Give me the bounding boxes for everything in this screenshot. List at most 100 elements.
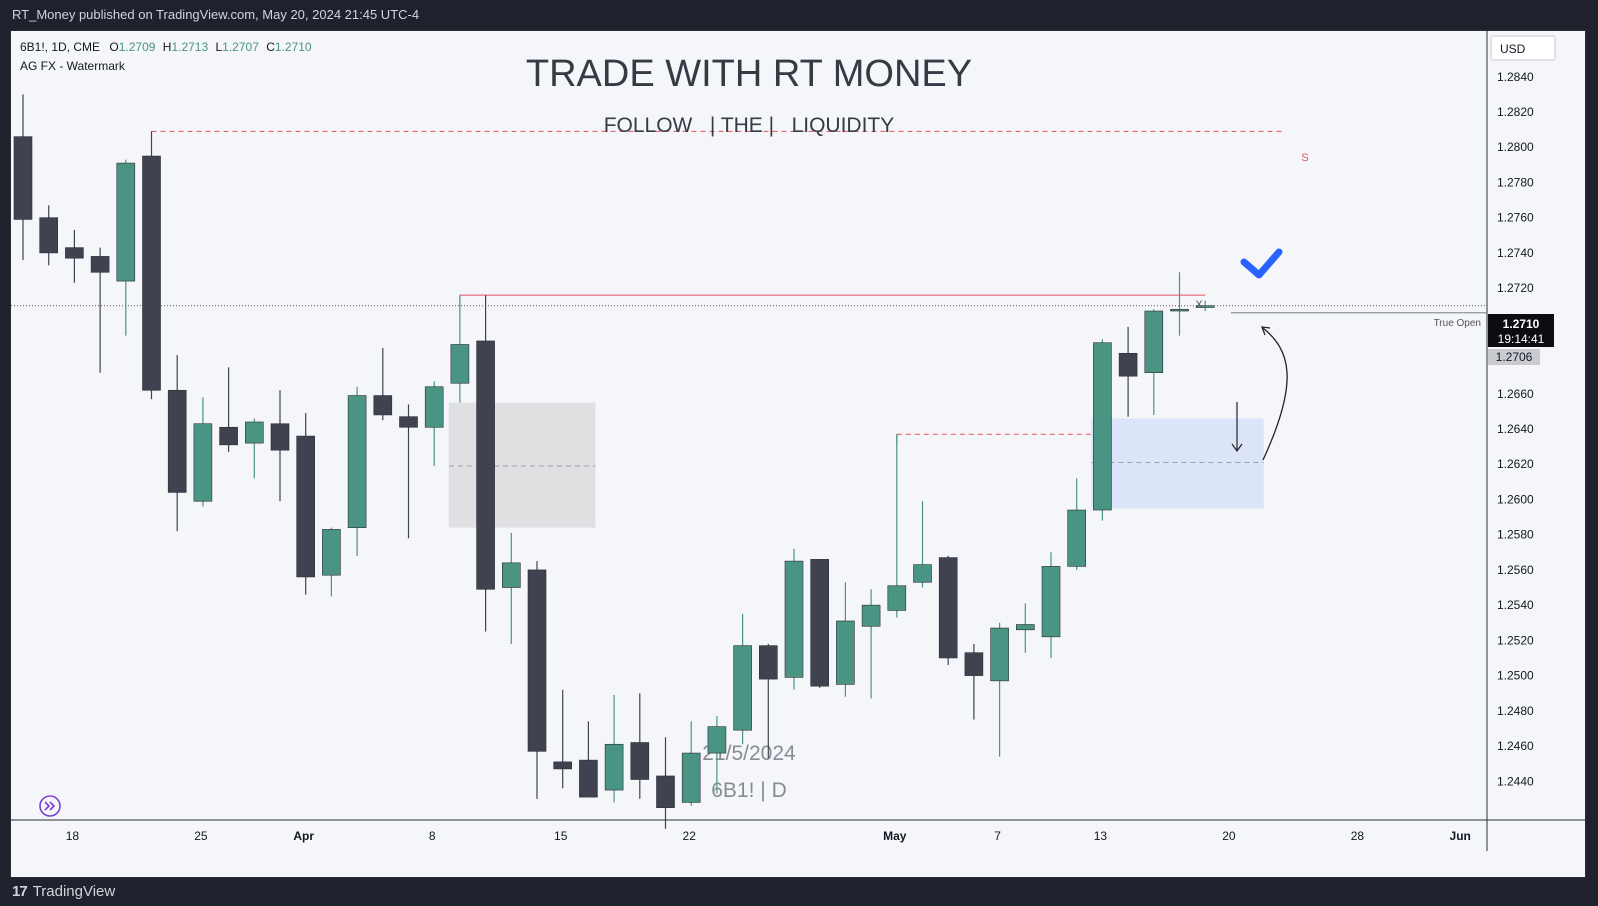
- price-tick: 1.2500: [1497, 669, 1534, 683]
- blue-demand-zone: [1091, 418, 1264, 509]
- candle: [399, 404, 418, 539]
- price-tick: 1.2480: [1497, 704, 1534, 718]
- time-tick: 8: [429, 829, 436, 843]
- last-price-badge: 1.2710 19:14:41: [1488, 314, 1554, 347]
- price-tick: 1.2740: [1497, 246, 1534, 260]
- price-axis-bg[interactable]: [1487, 31, 1585, 820]
- down-arrow-icon: [1231, 402, 1243, 453]
- checkmark-icon: [1240, 248, 1283, 279]
- price-tick: 1.2620: [1497, 457, 1534, 471]
- candle: [707, 716, 727, 794]
- time-tick: Jun: [1450, 829, 1471, 843]
- watermark-subtitle: FOLLOW | THE | LIQUIDITY: [604, 114, 895, 137]
- time-tick: 28: [1351, 829, 1365, 843]
- price-tick: 1.2460: [1497, 739, 1534, 753]
- candle: [142, 131, 161, 400]
- legend-symbol: 6B1!, 1D, CME: [20, 40, 100, 54]
- price-axis: 1.2840 1.2820 1.2800 1.2780 1.2760 1.2740 1.27…: [1497, 70, 1534, 788]
- candle: [90, 247, 110, 373]
- time-tick: 7: [994, 829, 1001, 843]
- gray-fvg: [448, 402, 596, 528]
- time-tick: 20: [1222, 829, 1236, 843]
- candle: [630, 693, 650, 799]
- candle: [656, 737, 675, 829]
- price-tick: 1.2520: [1497, 633, 1534, 647]
- candle: [39, 205, 59, 266]
- candle: [322, 527, 341, 597]
- time-tick: 18: [66, 829, 80, 843]
- price-tick: 1.2780: [1497, 175, 1534, 189]
- ohlc-legend: 6B1!, 1D, CME O1.2709 H1.2713 L1.2707 C1…: [20, 40, 312, 54]
- zones-layer: [448, 402, 1264, 528]
- currency-label: USD: [1500, 42, 1526, 56]
- indicator-label[interactable]: AG FX - Watermark: [20, 59, 126, 73]
- price-tick: 1.2640: [1497, 422, 1534, 436]
- legend-high: 1.2713: [171, 40, 208, 54]
- candle: [450, 295, 470, 403]
- x-marker: X: [1195, 299, 1203, 311]
- candle: [681, 721, 701, 806]
- time-tick: 15: [554, 829, 568, 843]
- go-to-realtime-icon[interactable]: [39, 795, 61, 817]
- candle: [270, 390, 290, 502]
- candle: [938, 555, 958, 666]
- price-tick: 1.2560: [1497, 563, 1534, 577]
- tradingview-logo-icon[interactable]: 17: [12, 883, 28, 900]
- candle: [116, 159, 136, 336]
- publisher-bar: RT_Money published on TradingView.com, M…: [0, 0, 1598, 30]
- price-tick: 1.2440: [1497, 774, 1534, 788]
- candle: [373, 348, 393, 421]
- chart-frame[interactable]: [10, 30, 1586, 878]
- candle: [836, 582, 855, 697]
- legend-c-label: C: [266, 40, 275, 54]
- candle: [193, 397, 213, 507]
- candle: [604, 694, 624, 803]
- candle: [1170, 272, 1189, 336]
- candle: [1067, 478, 1086, 570]
- legend-close: 1.2710: [275, 40, 312, 54]
- price-tick: 1.2760: [1497, 211, 1534, 225]
- currency-button[interactable]: [1490, 35, 1556, 61]
- legend-l-label: L: [215, 40, 222, 54]
- levels-layer: [11, 130, 1486, 445]
- legend-o-label: O: [109, 40, 118, 54]
- true-open-label: True Open: [1434, 318, 1481, 329]
- candle: [964, 643, 984, 720]
- candle: [1093, 339, 1112, 521]
- price-tick: 1.2720: [1497, 281, 1534, 295]
- candle: [1015, 603, 1035, 653]
- time-tick: May: [883, 829, 907, 843]
- watermark-symbol: 6B1! | D: [711, 779, 787, 802]
- candle: [1118, 326, 1138, 417]
- candle: [501, 532, 521, 644]
- legend-low: 1.2707: [222, 40, 259, 54]
- candle: [65, 230, 84, 283]
- true-open-badge: 1.2706: [1488, 349, 1540, 365]
- candle: [887, 434, 907, 618]
- candle: [245, 418, 264, 479]
- footer: 17 TradingView: [0, 878, 1598, 906]
- last-price: 1.2710: [1503, 317, 1540, 331]
- price-tick: 1.2600: [1497, 492, 1534, 506]
- candle: [810, 559, 830, 688]
- candle: [784, 548, 804, 690]
- price-tick: 1.2540: [1497, 598, 1534, 612]
- time-tick: 25: [194, 829, 208, 843]
- candle: [1195, 300, 1215, 312]
- candle: [219, 367, 238, 452]
- tradingview-brand[interactable]: TradingView: [32, 883, 116, 900]
- time-tick: Apr: [293, 829, 314, 843]
- watermark-title: TRADE WITH RT MONEY: [526, 53, 972, 95]
- candle: [167, 355, 187, 532]
- curved-arrow-icon: [1261, 326, 1288, 461]
- candle: [990, 622, 1009, 757]
- candle: [13, 94, 33, 260]
- candle: [347, 386, 367, 556]
- time-tick: 22: [683, 829, 697, 843]
- price-tick: 1.2820: [1497, 105, 1534, 119]
- price-tick: 1.2800: [1497, 140, 1534, 154]
- candle: [1041, 552, 1061, 658]
- s-marker: S: [1301, 152, 1308, 164]
- legend-open: 1.2709: [119, 40, 156, 54]
